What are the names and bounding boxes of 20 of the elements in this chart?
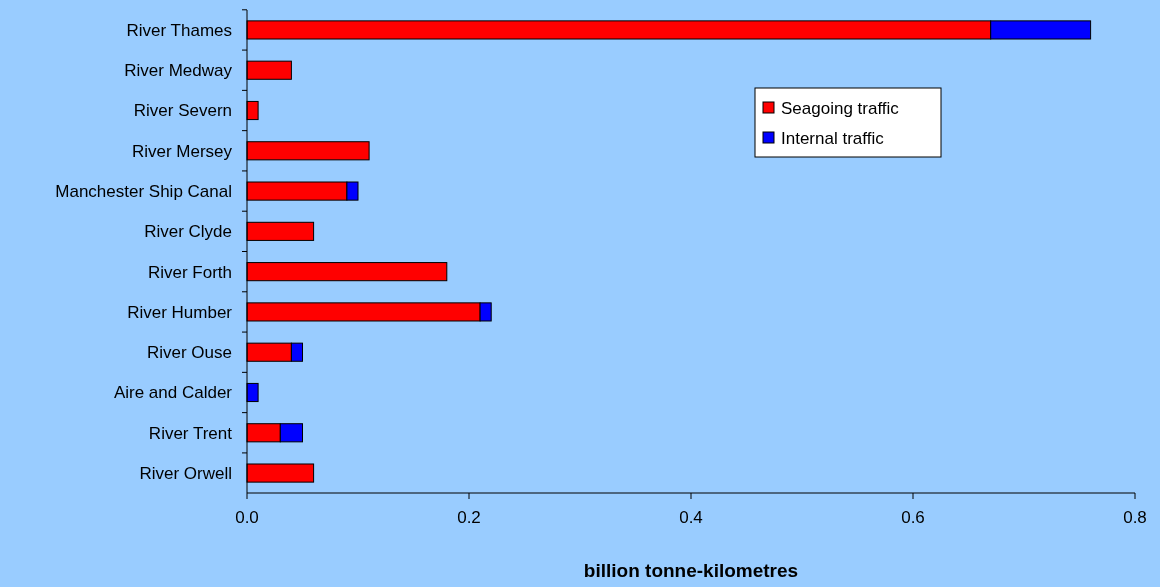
x-tick-label: 0.2: [457, 508, 481, 527]
x-tick-label: 0.4: [679, 508, 703, 527]
y-tick-label: River Forth: [147, 262, 232, 282]
y-tick-label: River Clyde: [144, 222, 232, 242]
y-tick-label: River Orwell: [139, 464, 232, 484]
y-tick-label: River Humber: [127, 302, 233, 322]
y-tick-label: Aire and Calder: [113, 383, 233, 403]
y-tick-label: River Ouse: [146, 343, 232, 363]
y-tick-label: River Medway: [124, 61, 233, 81]
y-tick-label: River Mersey: [131, 141, 233, 161]
x-tick-label: 0.6: [901, 508, 925, 527]
y-tick-label: Manchester Ship Canal: [55, 182, 232, 202]
legend-label: Seagoing traffic: [781, 98, 900, 118]
y-tick-label: River Trent: [148, 423, 233, 443]
legend-label: Internal traffic: [781, 128, 885, 148]
x-tick-label: 0.0: [235, 508, 259, 527]
y-tick-label: River Thames: [126, 20, 232, 40]
y-tick-label: River Severn: [133, 101, 232, 121]
x-axis-title: billion tonne-kilometres: [583, 560, 799, 581]
x-tick-label: 0.8: [1123, 508, 1147, 527]
